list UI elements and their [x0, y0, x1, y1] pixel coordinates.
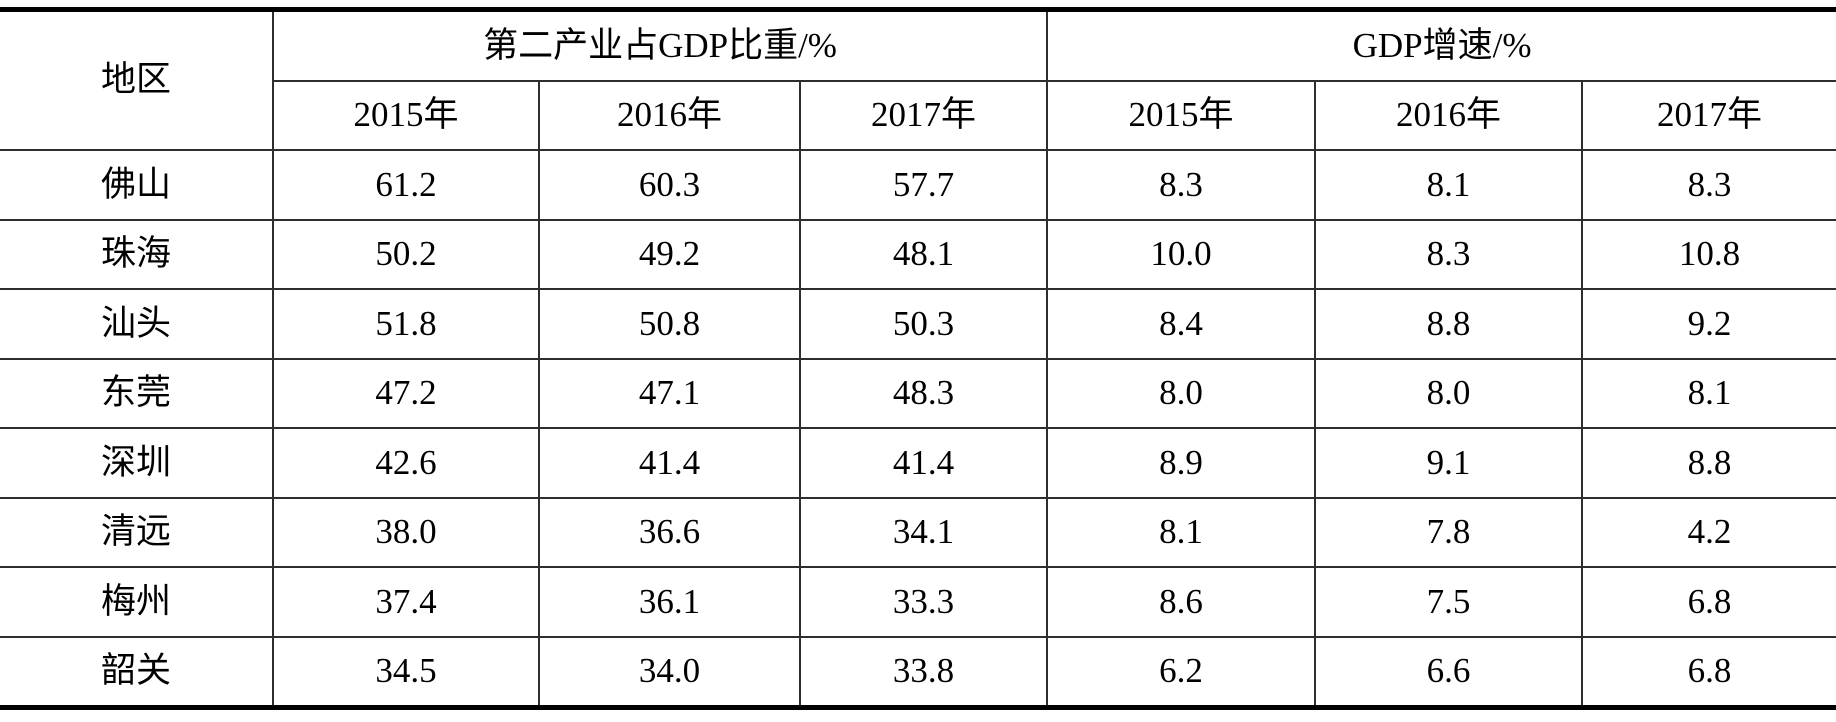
value-cell: 8.9 — [1046, 427, 1317, 499]
value-cell: 36.1 — [538, 566, 801, 638]
value-cell: 6.2 — [1046, 635, 1317, 709]
value-cell: 34.1 — [798, 496, 1049, 568]
table-row: 东莞 47.2 47.1 48.3 8.0 8.0 8.1 — [0, 357, 1836, 429]
year-header: 2017年 — [1581, 80, 1836, 151]
group-header-gdp-growth: GDP增速/% — [1046, 8, 1836, 82]
value-cell: 8.1 — [1314, 149, 1584, 221]
value-cell: 9.2 — [1581, 288, 1836, 360]
value-cell: 48.3 — [798, 357, 1049, 429]
value-cell: 33.8 — [798, 635, 1049, 709]
value-cell: 8.3 — [1581, 149, 1836, 221]
value-cell: 51.8 — [272, 288, 540, 360]
region-name: 韶关 — [0, 635, 274, 709]
value-cell: 8.1 — [1581, 357, 1836, 429]
value-cell: 48.1 — [798, 218, 1049, 290]
value-cell: 34.0 — [538, 635, 801, 709]
region-name: 佛山 — [0, 149, 274, 221]
value-cell: 50.8 — [538, 288, 801, 360]
region-name: 梅州 — [0, 566, 274, 638]
value-cell: 8.0 — [1046, 357, 1317, 429]
value-cell: 8.0 — [1314, 357, 1584, 429]
table-row: 珠海 50.2 49.2 48.1 10.0 8.3 10.8 — [0, 218, 1836, 290]
value-cell: 8.3 — [1046, 149, 1317, 221]
value-cell: 42.6 — [272, 427, 540, 499]
value-cell: 49.2 — [538, 218, 801, 290]
value-cell: 7.8 — [1314, 496, 1584, 568]
year-header: 2016年 — [1314, 80, 1584, 151]
value-cell: 8.8 — [1581, 427, 1836, 499]
value-cell: 38.0 — [272, 496, 540, 568]
region-column-header: 地区 — [0, 8, 274, 151]
region-name: 深圳 — [0, 427, 274, 499]
value-cell: 37.4 — [272, 566, 540, 638]
region-name: 东莞 — [0, 357, 274, 429]
year-header-row: 2015年 2016年 2017年 2015年 2016年 2017年 — [0, 80, 1836, 151]
table-row: 佛山 61.2 60.3 57.7 8.3 8.1 8.3 — [0, 149, 1836, 221]
year-header: 2016年 — [538, 80, 801, 151]
value-cell: 8.1 — [1046, 496, 1317, 568]
value-cell: 34.5 — [272, 635, 540, 709]
value-cell: 6.8 — [1581, 566, 1836, 638]
value-cell: 57.7 — [798, 149, 1049, 221]
value-cell: 60.3 — [538, 149, 801, 221]
value-cell: 8.6 — [1046, 566, 1317, 638]
region-name: 珠海 — [0, 218, 274, 290]
group-header-secondary-industry-share: 第二产业占GDP比重/% — [271, 8, 1049, 82]
table-row: 深圳 42.6 41.4 41.4 8.9 9.1 8.8 — [0, 427, 1836, 499]
table-body: 佛山 61.2 60.3 57.7 8.3 8.1 8.3 珠海 50.2 49.2 48.1 10.… — [0, 149, 1836, 709]
value-cell: 9.1 — [1314, 427, 1584, 499]
value-cell: 8.4 — [1046, 288, 1317, 360]
value-cell: 10.8 — [1581, 218, 1836, 290]
year-header: 2015年 — [1046, 80, 1317, 151]
table-row: 清远 38.0 36.6 34.1 8.1 7.8 4.2 — [0, 496, 1836, 568]
table-row: 韶关 34.5 34.0 33.8 6.2 6.6 6.8 — [0, 635, 1836, 709]
value-cell: 41.4 — [798, 427, 1049, 499]
value-cell: 10.0 — [1046, 218, 1317, 290]
value-cell: 47.2 — [272, 357, 540, 429]
region-name: 汕头 — [0, 288, 274, 360]
table-row: 梅州 37.4 36.1 33.3 8.6 7.5 6.8 — [0, 566, 1836, 638]
value-cell: 6.6 — [1314, 635, 1584, 709]
value-cell: 36.6 — [538, 496, 801, 568]
value-cell: 7.5 — [1314, 566, 1584, 638]
table-row: 汕头 51.8 50.8 50.3 8.4 8.8 9.2 — [0, 288, 1836, 360]
value-cell: 33.3 — [798, 566, 1049, 638]
group-header-row: 地区 第二产业占GDP比重/% GDP增速/% — [0, 8, 1836, 151]
value-cell: 47.1 — [538, 357, 801, 429]
region-name: 清远 — [0, 496, 274, 568]
value-cell: 4.2 — [1581, 496, 1836, 568]
value-cell: 6.8 — [1581, 635, 1836, 709]
gdp-statistics-table: 地区 第二产业占GDP比重/% GDP增速/% 2015年 2016年 2017年 2… — [0, 7, 1836, 710]
value-cell: 41.4 — [538, 427, 801, 499]
value-cell: 8.8 — [1314, 288, 1584, 360]
value-cell: 8.3 — [1314, 218, 1584, 290]
value-cell: 50.2 — [272, 218, 540, 290]
year-header: 2015年 — [273, 80, 540, 151]
table-header: 地区 第二产业占GDP比重/% GDP增速/% 2015年 2016年 2017年 2… — [0, 8, 1836, 151]
value-cell: 61.2 — [272, 149, 540, 221]
value-cell: 50.3 — [798, 288, 1049, 360]
year-header: 2017年 — [798, 80, 1049, 151]
